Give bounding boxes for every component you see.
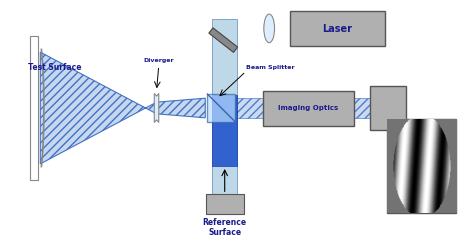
- Bar: [209, 28, 237, 52]
- Bar: [30, 37, 38, 179]
- Bar: [208, 94, 235, 122]
- Text: Test Surface: Test Surface: [28, 63, 81, 72]
- Bar: [206, 194, 244, 214]
- Text: Imaging Optics: Imaging Optics: [278, 105, 338, 111]
- Bar: [387, 119, 456, 213]
- Ellipse shape: [264, 14, 274, 43]
- Text: Laser: Laser: [323, 24, 353, 34]
- Polygon shape: [235, 98, 370, 118]
- Polygon shape: [40, 52, 156, 164]
- Bar: [212, 19, 237, 202]
- Text: Reference
Surface: Reference Surface: [203, 218, 247, 237]
- Polygon shape: [156, 98, 205, 118]
- FancyBboxPatch shape: [370, 86, 406, 130]
- Bar: [212, 95, 237, 166]
- FancyBboxPatch shape: [290, 11, 385, 46]
- Text: Beam Splitter: Beam Splitter: [246, 65, 294, 70]
- Text: Diverger: Diverger: [144, 58, 174, 63]
- FancyBboxPatch shape: [263, 91, 354, 126]
- Polygon shape: [155, 93, 159, 123]
